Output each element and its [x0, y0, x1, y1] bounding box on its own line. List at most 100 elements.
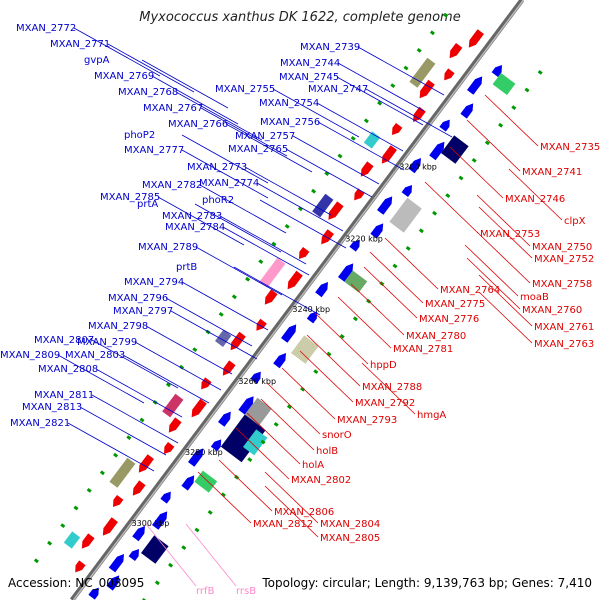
right-label-leader	[299, 350, 354, 403]
left-gene-label: MXAN_2811	[34, 390, 94, 401]
left-label-leader	[259, 199, 347, 249]
forward-gene-arrow	[181, 475, 195, 491]
marker-tick	[47, 540, 53, 546]
forward-gene-arrow	[187, 448, 204, 467]
marker-tick	[60, 523, 66, 528]
left-gene-label: phoP2	[124, 130, 155, 141]
feature-block	[440, 135, 469, 164]
left-gene-label: MXAN_2783	[162, 211, 222, 222]
marker-tick	[165, 382, 171, 388]
forward-gene-arrow	[491, 65, 502, 78]
rna-gene-label: rrsB	[236, 586, 256, 597]
reverse-gene-arrow-shape	[164, 442, 175, 455]
left-gene-label: MXAN_2747	[308, 84, 368, 95]
right-gene-label: MXAN_2792	[355, 398, 415, 409]
marker-tick	[350, 135, 356, 141]
left-label-leader	[337, 62, 425, 112]
forward-gene-arrow	[439, 119, 450, 132]
right-gene-label: hppD	[370, 360, 397, 371]
marker-tick	[352, 316, 358, 322]
reverse-gene-arrow	[419, 79, 435, 99]
right-label-leader	[264, 485, 319, 538]
right-label-leader	[218, 459, 273, 512]
right-label-leader	[476, 194, 531, 247]
reverse-gene-arrow	[354, 188, 365, 201]
forward-gene-arrow-shape	[408, 157, 422, 174]
left-label-leader	[79, 406, 167, 456]
marker-tick	[194, 527, 200, 533]
right-label-leader	[484, 94, 539, 147]
left-label-leader	[181, 134, 269, 184]
forward-gene-arrow	[306, 311, 318, 324]
left-label-leader	[73, 27, 161, 77]
reverse-gene-arrow-shape	[132, 480, 146, 496]
marker-tick	[99, 470, 105, 476]
marker-tick	[363, 118, 369, 124]
forward-gene-arrow	[408, 157, 422, 174]
left-gene-label: MXAN_2794	[124, 277, 184, 288]
right-gene-label: MXAN_2775	[425, 299, 485, 310]
forward-gene-arrow	[210, 439, 222, 452]
marker-tick	[339, 333, 345, 339]
right-label-leader	[260, 398, 315, 451]
feature-block	[109, 457, 136, 488]
right-label-leader	[281, 367, 336, 420]
rna-label-leader	[145, 523, 197, 587]
forward-gene-arrow-shape	[106, 575, 120, 591]
right-label-leader	[314, 312, 369, 365]
reverse-gene-arrow	[449, 42, 463, 59]
feature-block	[389, 197, 422, 233]
reverse-gene-arrow	[328, 201, 344, 220]
left-gene-label: MXAN_2785	[100, 192, 160, 203]
left-label-leader	[225, 123, 313, 173]
left-gene-label: MXAN_2821	[10, 418, 70, 429]
reverse-gene-arrow	[468, 29, 484, 48]
reverse-gene-arrow-shape	[381, 145, 397, 164]
marker-tick	[297, 206, 303, 212]
marker-tick	[445, 193, 451, 199]
right-gene-label: MXAN_2735	[540, 142, 600, 153]
forward-gene-arrow-shape	[401, 185, 412, 198]
marker-tick	[392, 263, 398, 269]
marker-tick	[168, 562, 174, 568]
left-gene-label: MXAN_2796	[108, 293, 168, 304]
scale-label: 3200 kbp	[399, 162, 437, 171]
reverse-gene-arrow	[256, 318, 267, 331]
forward-gene-arrow	[238, 396, 254, 415]
forward-gene-arrow	[429, 141, 445, 161]
right-gene-label: moaB	[520, 292, 549, 303]
marker-tick	[403, 65, 409, 71]
feature-block	[162, 393, 184, 418]
accession-text: Accession: NC_008095	[8, 576, 145, 590]
marker-tick	[313, 369, 319, 375]
forward-gene-arrow	[128, 548, 139, 561]
left-label-leader	[194, 203, 282, 253]
right-gene-label: MXAN_2760	[522, 305, 582, 316]
reverse-gene-arrow-shape	[444, 68, 455, 81]
left-label-leader	[285, 148, 373, 198]
reverse-gene-arrow-shape	[287, 270, 303, 290]
right-gene-label: holB	[316, 446, 338, 457]
forward-gene-arrow-shape	[151, 511, 168, 530]
left-label-leader	[165, 297, 253, 347]
left-label-leader	[195, 246, 283, 296]
forward-gene-arrow-shape	[460, 103, 474, 119]
right-gene-label: MXAN_2750	[532, 242, 592, 253]
left-label-leader	[357, 46, 445, 96]
forward-gene-arrow-shape	[281, 324, 297, 343]
left-label-leader	[316, 102, 404, 152]
left-gene-label: MXAN_2745	[279, 72, 339, 83]
left-gene-label: MXAN_2744	[280, 58, 340, 69]
left-gene-label: MXAN_2756	[260, 117, 320, 128]
forward-gene-arrow	[338, 263, 354, 282]
left-gene-label: MXAN_2773	[187, 162, 247, 173]
right-label-leader	[361, 362, 416, 415]
left-gene-label: MXAN_2789	[138, 242, 198, 253]
scale-label: 3260 kbp	[238, 377, 276, 386]
forward-gene-arrow	[401, 185, 412, 198]
forward-gene-arrow-shape	[160, 491, 171, 504]
reverse-gene-arrow-shape	[321, 229, 334, 245]
left-gene-label: MXAN_2809	[0, 350, 60, 361]
right-label-leader	[235, 427, 290, 480]
reverse-gene-arrow-shape	[392, 122, 403, 135]
